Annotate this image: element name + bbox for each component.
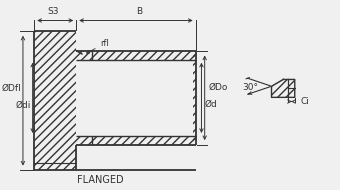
Text: 30°: 30° — [243, 83, 259, 92]
Bar — [34, 31, 76, 170]
Text: Ød: Ød — [205, 100, 218, 109]
Text: S3: S3 — [48, 7, 60, 16]
Text: FLANGED: FLANGED — [77, 175, 124, 185]
Text: ØDfl: ØDfl — [2, 84, 21, 93]
Text: B: B — [136, 7, 142, 16]
Bar — [76, 51, 196, 60]
Polygon shape — [272, 79, 283, 86]
Bar — [76, 136, 196, 145]
Text: ØDo: ØDo — [208, 83, 228, 92]
Text: rfl: rfl — [87, 39, 109, 53]
Bar — [193, 51, 195, 145]
Text: Ødi: Ødi — [16, 101, 31, 110]
Text: Ci: Ci — [301, 97, 309, 106]
Bar — [272, 79, 295, 97]
